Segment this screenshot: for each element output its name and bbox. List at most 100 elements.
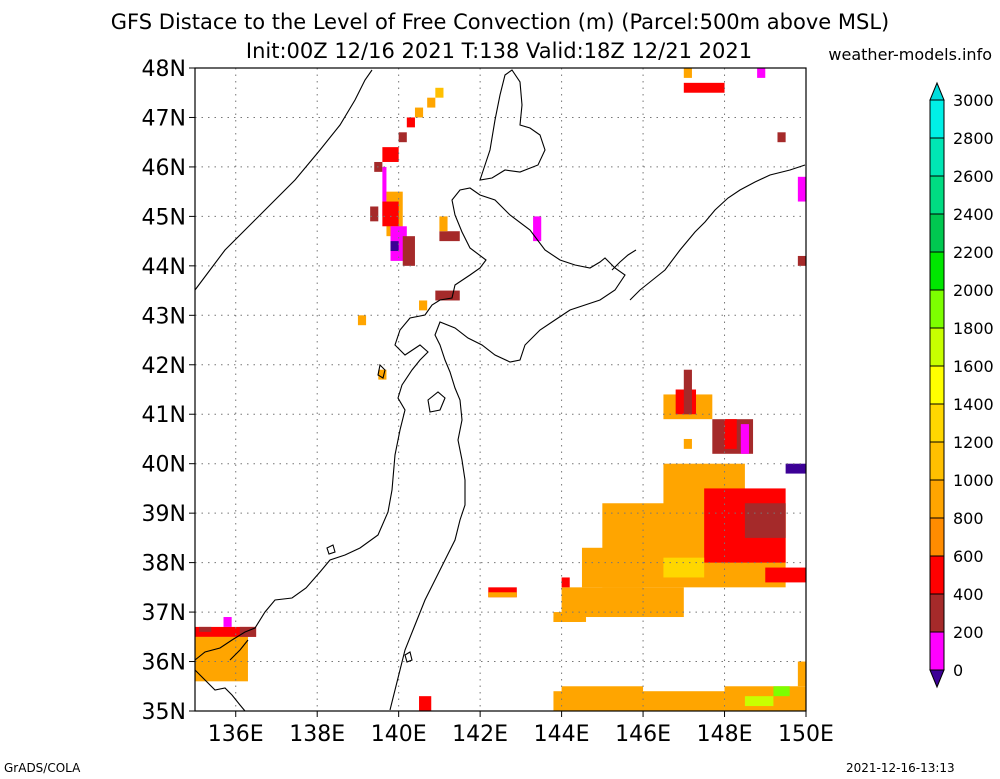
colorbar-label: 3000 bbox=[953, 91, 994, 110]
field-cell bbox=[744, 503, 786, 538]
site-credit: weather-models.info bbox=[828, 45, 992, 64]
colorbar-label: 1800 bbox=[953, 319, 994, 338]
colorbar-label: 2600 bbox=[953, 167, 994, 186]
colorbar-swatch bbox=[929, 555, 945, 595]
latitude-label: 38N bbox=[142, 552, 186, 577]
field-cell bbox=[435, 290, 460, 301]
field-cell bbox=[223, 617, 232, 627]
longitude-label: 144E bbox=[534, 722, 590, 747]
latitude-label: 47N bbox=[142, 106, 186, 131]
field-cell bbox=[195, 631, 248, 682]
field-cell bbox=[797, 661, 806, 687]
colorbar-label: 1000 bbox=[953, 471, 994, 490]
longitude-label: 146E bbox=[615, 722, 671, 747]
latitude-label: 37N bbox=[142, 601, 186, 626]
latitude-label: 42N bbox=[142, 354, 186, 379]
field-cell bbox=[239, 626, 257, 637]
field-cell bbox=[744, 696, 774, 707]
colorbar-swatch bbox=[929, 517, 945, 557]
field-cell bbox=[740, 424, 749, 454]
colorbar-label: 1400 bbox=[953, 395, 994, 414]
colorbar-label: 2000 bbox=[953, 281, 994, 300]
field-cell bbox=[785, 463, 806, 474]
field-cell bbox=[683, 68, 692, 78]
colorbar-swatch bbox=[929, 289, 945, 329]
colorbar-label: 400 bbox=[953, 585, 984, 604]
colorbar-label: 800 bbox=[953, 509, 984, 528]
map-frame bbox=[194, 67, 807, 712]
field-cell bbox=[765, 567, 806, 583]
field-cell bbox=[533, 216, 542, 242]
colorbar-swatch bbox=[929, 251, 945, 291]
field-cell bbox=[419, 696, 432, 711]
footer-timestamp: 2021-12-16-13:13 bbox=[846, 761, 955, 775]
colorbar-label: 600 bbox=[953, 547, 984, 566]
field-cell bbox=[382, 166, 387, 217]
field-cell bbox=[439, 231, 460, 242]
field-cell bbox=[773, 686, 790, 697]
colorbar-label: 200 bbox=[953, 623, 984, 642]
longitude-label: 148E bbox=[697, 722, 753, 747]
colorbar: 0 200 400 600 800 1000 1200 1400 1600 1800 2000 220… bbox=[929, 81, 994, 689]
colorbar-label: 2200 bbox=[953, 243, 994, 262]
field-cell bbox=[357, 315, 367, 326]
latitude-label: 44N bbox=[142, 255, 186, 280]
colorbar-swatch bbox=[929, 441, 945, 481]
coastline bbox=[194, 69, 806, 712]
longitude-label: 138E bbox=[289, 722, 345, 747]
colorbar-swatch bbox=[929, 479, 945, 519]
latitude-label: 36N bbox=[142, 651, 186, 676]
latitude-label: 35N bbox=[142, 700, 186, 725]
colorbar-swatch bbox=[929, 137, 945, 177]
longitude-label: 142E bbox=[452, 722, 508, 747]
longitude-labels: 136E 138E 140E 142E 144E 146E 148E 150E bbox=[208, 722, 834, 747]
latitude-label: 48N bbox=[142, 57, 186, 82]
latitude-label: 43N bbox=[142, 304, 186, 329]
field-cell bbox=[402, 236, 415, 266]
field-cell bbox=[797, 255, 806, 266]
latitude-labels: 35N 36N 37N 38N 39N 40N 41N 42N 43N 44N 45N 46N 47N 4… bbox=[142, 57, 186, 725]
field-cell bbox=[195, 626, 257, 637]
colorbar-min-arrow bbox=[929, 669, 945, 689]
colorbar-label: 2400 bbox=[953, 205, 994, 224]
latitude-label: 45N bbox=[142, 205, 186, 230]
field-cell bbox=[683, 82, 725, 93]
field-cell bbox=[199, 626, 212, 632]
field-cell bbox=[390, 241, 399, 252]
field-cell bbox=[561, 686, 644, 697]
field-cell bbox=[724, 419, 737, 449]
colorbar-swatch bbox=[929, 631, 945, 671]
footer-software: GrADS/COLA bbox=[4, 761, 81, 775]
colorbar-swatch bbox=[929, 403, 945, 443]
colorbar-swatch bbox=[929, 99, 945, 139]
latitude-label: 41N bbox=[142, 403, 186, 428]
map-subtitle: Init:00Z 12/16 2021 T:138 Valid:18Z 12/2… bbox=[245, 39, 753, 63]
field-cell bbox=[378, 369, 387, 380]
colorbar-swatch bbox=[929, 365, 945, 405]
field-cell bbox=[414, 107, 424, 118]
map-title: GFS Distace to the Level of Free Convect… bbox=[110, 10, 890, 34]
field-cell bbox=[553, 617, 587, 622]
latitude-label: 40N bbox=[142, 453, 186, 478]
field-cell bbox=[663, 557, 705, 578]
field-cell bbox=[419, 300, 428, 311]
field-cell bbox=[488, 592, 517, 598]
field-cell bbox=[382, 201, 399, 227]
field-cell bbox=[581, 547, 644, 588]
colorbar-swatch bbox=[929, 213, 945, 253]
graticule bbox=[189, 67, 807, 717]
colorbar-max-arrow bbox=[929, 81, 945, 101]
field-cell bbox=[683, 369, 692, 415]
longitude-label: 150E bbox=[778, 722, 834, 747]
colorbar-label: 1200 bbox=[953, 433, 994, 452]
field-cell bbox=[427, 97, 436, 108]
field-cell bbox=[439, 216, 448, 232]
field-cell bbox=[797, 176, 806, 202]
colorbar-label: 2800 bbox=[953, 129, 994, 148]
field-cell bbox=[687, 701, 705, 711]
field-cell bbox=[406, 117, 415, 128]
field-cell bbox=[561, 577, 570, 588]
longitude-label: 136E bbox=[208, 722, 264, 747]
latitude-label: 39N bbox=[142, 502, 186, 527]
